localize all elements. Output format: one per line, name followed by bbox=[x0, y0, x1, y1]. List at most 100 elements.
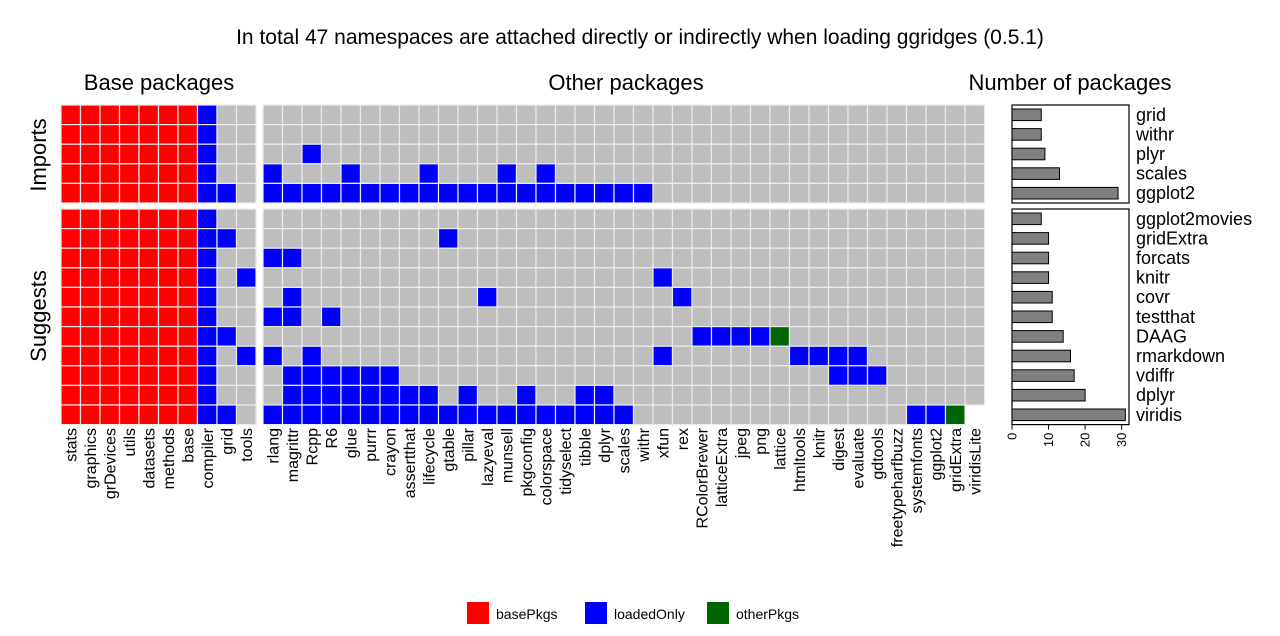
cell-other bbox=[808, 286, 830, 308]
cell-other bbox=[262, 286, 284, 308]
cell-other bbox=[905, 163, 927, 185]
cell-other bbox=[535, 267, 557, 288]
cell-other bbox=[515, 208, 537, 230]
cell-other bbox=[925, 143, 947, 165]
cell-other bbox=[301, 104, 323, 126]
cell-other bbox=[281, 404, 303, 426]
cell-other bbox=[437, 365, 459, 386]
cell-other bbox=[281, 104, 303, 126]
cell-other bbox=[340, 286, 362, 308]
cell-other bbox=[554, 384, 576, 406]
cell-other bbox=[925, 384, 947, 406]
cell-base bbox=[216, 286, 238, 308]
cell-base bbox=[177, 143, 199, 165]
cell-other bbox=[613, 163, 635, 185]
cell-other bbox=[457, 345, 479, 367]
cell-other bbox=[652, 182, 674, 204]
cell-other bbox=[437, 326, 459, 347]
cell-other bbox=[535, 182, 557, 204]
cell-other bbox=[301, 228, 323, 249]
cell-other bbox=[535, 143, 557, 165]
cell-other bbox=[554, 247, 576, 269]
cell-other bbox=[808, 267, 830, 288]
cell-other bbox=[886, 104, 908, 126]
cell-other bbox=[944, 123, 966, 145]
cell-other bbox=[613, 143, 635, 165]
cell-base bbox=[157, 345, 179, 367]
cell-other bbox=[262, 365, 284, 386]
bar bbox=[1011, 147, 1046, 161]
cell-other bbox=[613, 306, 635, 328]
cell-other bbox=[262, 247, 284, 269]
cell-base bbox=[118, 182, 140, 204]
cell-other bbox=[710, 267, 732, 288]
cell-other bbox=[515, 404, 537, 426]
cell-other bbox=[496, 365, 518, 386]
cell-base bbox=[196, 267, 218, 288]
cell-other bbox=[476, 326, 498, 347]
cell-other bbox=[632, 345, 654, 367]
cell-other bbox=[340, 267, 362, 288]
cell-other bbox=[515, 104, 537, 126]
cell-other bbox=[886, 267, 908, 288]
bar bbox=[1011, 128, 1042, 141]
cell-other bbox=[847, 143, 869, 165]
cell-other bbox=[964, 345, 986, 367]
cell-other bbox=[749, 384, 771, 406]
cell-other bbox=[320, 365, 342, 386]
cell-other bbox=[905, 384, 927, 406]
cell-other bbox=[964, 384, 986, 406]
cell-other bbox=[886, 208, 908, 230]
cell-other bbox=[730, 384, 752, 406]
cell-base bbox=[235, 306, 257, 328]
cell-other bbox=[808, 182, 830, 204]
cell-other bbox=[749, 104, 771, 126]
cell-other bbox=[398, 247, 420, 269]
cell-other bbox=[554, 267, 576, 288]
row-label: testthat bbox=[1136, 307, 1195, 327]
cell-other bbox=[710, 384, 732, 406]
cell-base bbox=[196, 345, 218, 367]
cell-base bbox=[157, 143, 179, 165]
cell-other bbox=[476, 267, 498, 288]
cell-other bbox=[925, 365, 947, 386]
cell-other bbox=[925, 163, 947, 185]
cell-other bbox=[281, 143, 303, 165]
cell-other bbox=[320, 208, 342, 230]
cell-other bbox=[301, 286, 323, 308]
cell-other bbox=[964, 306, 986, 328]
cell-other bbox=[457, 365, 479, 386]
cell-other bbox=[847, 208, 869, 230]
cell-other bbox=[749, 345, 771, 367]
cell-other bbox=[301, 123, 323, 145]
cell-other bbox=[554, 208, 576, 230]
cell-other bbox=[281, 306, 303, 328]
cell-base bbox=[196, 208, 218, 230]
cell-other bbox=[710, 404, 732, 426]
cell-other bbox=[457, 208, 479, 230]
cell-other bbox=[320, 143, 342, 165]
cell-other bbox=[613, 182, 635, 204]
cell-base bbox=[196, 182, 218, 204]
cell-other bbox=[730, 208, 752, 230]
cell-other bbox=[769, 104, 791, 126]
cell-other bbox=[496, 123, 518, 145]
cell-other bbox=[379, 267, 401, 288]
cell-other bbox=[457, 182, 479, 204]
x-tick-label: grid bbox=[219, 428, 236, 455]
cell-other bbox=[262, 384, 284, 406]
cell-base bbox=[79, 404, 101, 426]
cell-base bbox=[138, 345, 160, 367]
cell-other bbox=[827, 267, 849, 288]
cell-base bbox=[118, 163, 140, 185]
cell-other bbox=[730, 326, 752, 347]
cell-other bbox=[320, 228, 342, 249]
cell-base bbox=[99, 104, 121, 126]
cell-other bbox=[340, 208, 362, 230]
cell-other bbox=[613, 345, 635, 367]
cell-other bbox=[340, 228, 362, 249]
cell-base bbox=[60, 267, 82, 288]
cell-other bbox=[359, 208, 381, 230]
cell-other bbox=[691, 123, 713, 145]
bar bbox=[1011, 310, 1053, 324]
